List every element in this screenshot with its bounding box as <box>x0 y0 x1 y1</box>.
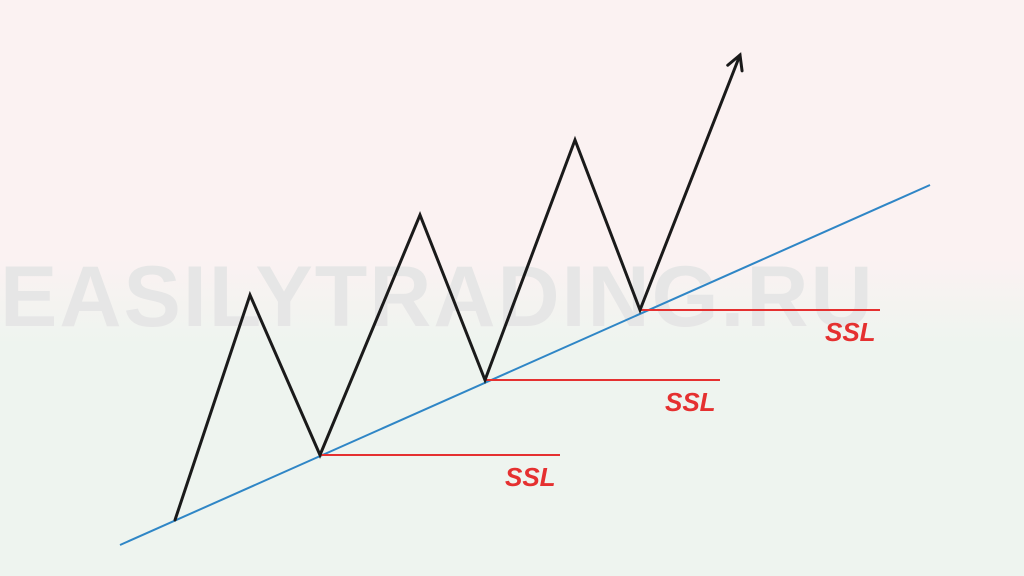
price-zigzag <box>175 55 740 520</box>
ssl-label-3: SSL <box>825 317 876 348</box>
ssl-label-1: SSL <box>505 462 556 493</box>
ssl-label-2: SSL <box>665 387 716 418</box>
